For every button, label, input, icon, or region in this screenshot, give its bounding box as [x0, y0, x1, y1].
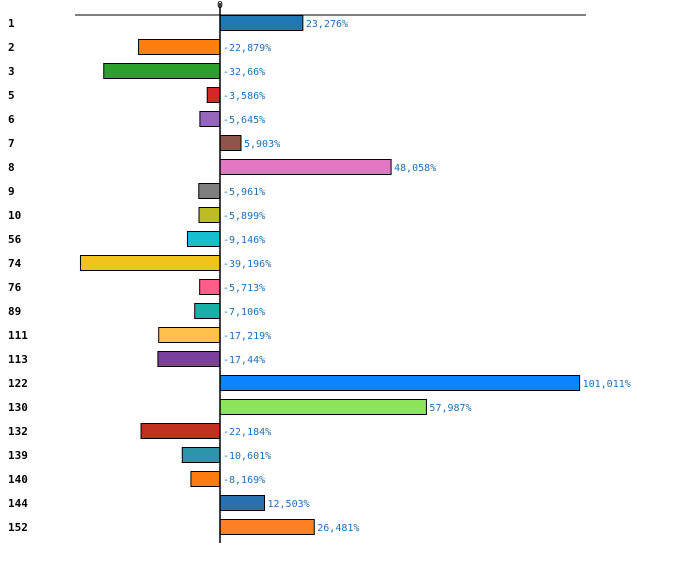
category-label: 10	[8, 209, 21, 222]
value-label: -22,184%	[223, 427, 271, 438]
value-label: -10,601%	[223, 451, 271, 462]
bar	[140, 423, 221, 439]
value-label: -39,196%	[223, 259, 271, 270]
bar	[198, 207, 221, 223]
category-label: 74	[8, 257, 22, 270]
value-label: -9,146%	[223, 235, 265, 246]
category-label: 139	[8, 449, 28, 462]
category-label: 76	[8, 281, 22, 294]
bar	[190, 471, 221, 487]
bar	[219, 15, 304, 31]
bar	[186, 231, 221, 247]
value-label: 101,011%	[583, 379, 631, 390]
bars-layer: 1 23,276% 2 -22,879% 3 -32,66% 5 -3,586% 6 -5,645…	[8, 15, 631, 535]
value-label: 57,987%	[429, 403, 471, 414]
value-label: -7,106%	[223, 307, 265, 318]
bar	[219, 519, 315, 535]
value-label: -5,961%	[223, 187, 265, 198]
category-label: 3	[8, 65, 15, 78]
value-label: 23,276%	[306, 19, 348, 30]
category-label: 122	[8, 377, 28, 390]
bar	[198, 183, 221, 199]
bar	[199, 279, 221, 295]
value-label: 48,058%	[394, 163, 436, 174]
value-label: 26,481%	[317, 523, 359, 534]
value-label: -3,586%	[223, 91, 265, 102]
bar	[157, 351, 221, 367]
value-label: -5,899%	[223, 211, 265, 222]
bar	[158, 327, 221, 343]
category-label: 111	[8, 329, 28, 342]
value-label: -17,44%	[223, 355, 265, 366]
category-label: 6	[8, 113, 15, 126]
bar	[219, 159, 392, 175]
category-label: 1	[8, 17, 15, 30]
category-label: 152	[8, 521, 28, 534]
value-label: 12,503%	[268, 499, 310, 510]
bar	[199, 111, 221, 127]
category-label: 8	[8, 161, 15, 174]
category-label: 140	[8, 473, 28, 486]
category-label: 132	[8, 425, 28, 438]
bar	[194, 303, 221, 319]
bar	[103, 63, 221, 79]
bar	[138, 39, 221, 55]
category-label: 2	[8, 41, 15, 54]
bar	[79, 255, 221, 271]
bar	[219, 135, 242, 151]
bar	[219, 375, 581, 391]
value-label: -8,169%	[223, 475, 265, 486]
value-label: -5,645%	[223, 115, 265, 126]
value-label: -5,713%	[223, 283, 265, 294]
value-label: 5,903%	[244, 139, 280, 150]
category-label: 7	[8, 137, 15, 150]
value-label: -17,219%	[223, 331, 271, 342]
category-label: 9	[8, 185, 15, 198]
bar	[181, 447, 221, 463]
category-label: 56	[8, 233, 22, 246]
value-label: -32,66%	[223, 67, 265, 78]
category-label: 113	[8, 353, 28, 366]
category-label: 5	[8, 89, 15, 102]
bar	[206, 87, 221, 103]
category-label: 130	[8, 401, 28, 414]
bar	[219, 399, 427, 415]
category-label: 144	[8, 497, 28, 510]
bar	[219, 495, 266, 511]
value-label: -22,879%	[223, 43, 271, 54]
category-label: 89	[8, 305, 21, 318]
